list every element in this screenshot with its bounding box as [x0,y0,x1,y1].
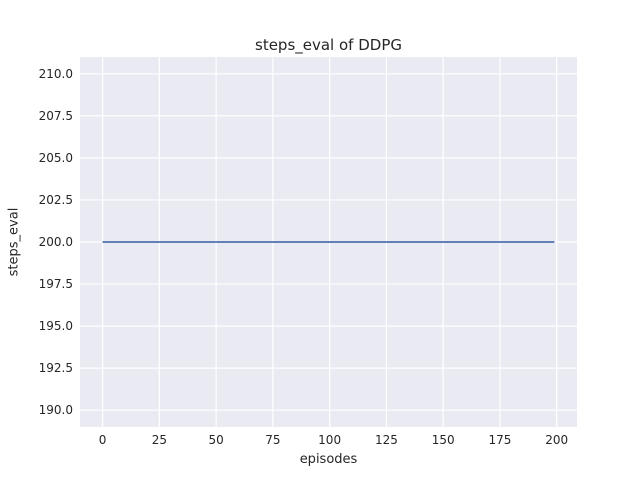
plot-canvas [80,57,577,427]
y-tick-label: 202.5 [38,192,73,207]
x-tick-label: 75 [265,433,281,447]
y-tick-label: 195.0 [38,319,73,334]
x-tick-label: 25 [151,433,167,447]
y-tick-label: 205.0 [38,150,73,165]
chart-title: steps_eval of DDPG [255,36,402,54]
y-tick-label: 197.5 [38,277,73,292]
y-tick-label: 192.5 [38,361,73,376]
y-tick-label: 200.0 [38,235,73,249]
y-tick-label: 210.0 [38,66,73,81]
x-tick-label: 50 [208,433,224,447]
x-tick-label: 175 [488,433,512,447]
plot-area [80,57,577,427]
y-tick-label: 190.0 [38,403,73,418]
x-tick-label: 125 [374,433,398,447]
x-tick-label: 0 [98,433,107,447]
y-tick-label: 207.5 [38,108,73,123]
x-tick-label: 200 [545,433,569,447]
x-axis-label: episodes [299,452,358,467]
x-tick-label: 100 [318,433,342,447]
x-tick-label: 150 [431,433,455,447]
